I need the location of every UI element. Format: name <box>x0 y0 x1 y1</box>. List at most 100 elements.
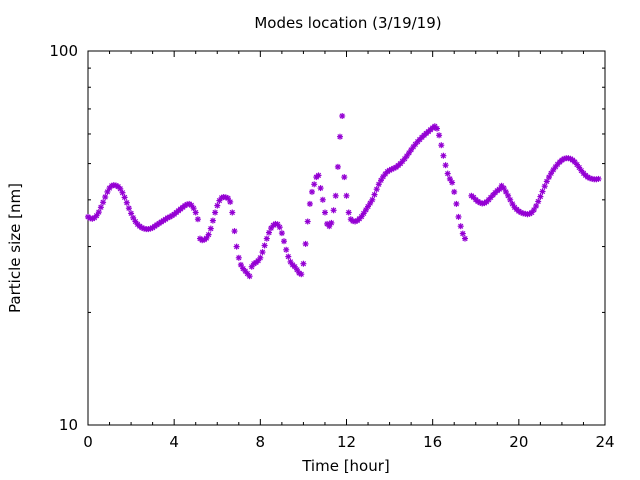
x-tick-label: 12 <box>337 433 356 451</box>
data-point <box>276 224 283 231</box>
data-point <box>332 192 339 199</box>
data-point <box>345 209 352 216</box>
data-point <box>309 188 315 195</box>
data-point <box>246 273 253 280</box>
x-tick-label: 0 <box>83 433 93 451</box>
data-point <box>259 249 266 256</box>
data-point <box>462 235 468 242</box>
data-point <box>95 209 102 216</box>
data-point <box>528 209 535 216</box>
data-point <box>233 243 240 250</box>
data-point <box>212 209 219 216</box>
data-point <box>235 254 242 261</box>
data-point <box>194 216 201 223</box>
data-point <box>539 188 546 195</box>
data-point <box>205 231 212 238</box>
data-point <box>304 218 311 225</box>
data-point <box>436 132 443 139</box>
tick-labels: 0 4 8 12 16 20 24 10 100 <box>49 42 614 451</box>
data-point <box>371 191 378 198</box>
data-point <box>231 228 238 235</box>
data-point <box>453 200 460 207</box>
x-tick-label: 4 <box>169 433 179 451</box>
data-point <box>257 254 264 261</box>
data-point <box>438 142 445 149</box>
y-axis-label: Particle size [nm] <box>6 183 24 313</box>
data-point <box>266 229 272 236</box>
data-point <box>119 189 126 196</box>
data-point <box>281 238 287 245</box>
data-point <box>285 253 292 260</box>
data-point <box>317 185 324 192</box>
plot-frame <box>87 50 606 426</box>
data-point <box>306 200 313 207</box>
data-point <box>502 188 509 195</box>
data-point <box>190 205 197 212</box>
data-point <box>543 178 550 185</box>
chart-title: Modes location (3/19/19) <box>254 14 441 32</box>
axes-frame <box>87 50 606 426</box>
data-point <box>330 207 337 214</box>
data-point <box>121 194 128 201</box>
data-point <box>322 209 328 216</box>
data-point <box>451 188 458 195</box>
data-point <box>102 194 109 200</box>
data-point <box>362 206 369 213</box>
data-point <box>298 271 305 278</box>
data-point <box>341 174 348 181</box>
data-point <box>261 242 268 249</box>
data-point <box>334 163 341 170</box>
data-point <box>546 174 552 181</box>
data-point <box>444 170 451 177</box>
data-point <box>207 225 214 232</box>
data-point <box>283 246 290 253</box>
data-point <box>378 177 384 184</box>
data-point <box>507 196 514 203</box>
data-point <box>440 152 447 159</box>
data-point <box>442 162 449 169</box>
data-point <box>300 260 307 267</box>
data-point <box>373 186 380 193</box>
data-point <box>229 209 236 216</box>
data-point <box>339 113 346 119</box>
data-point <box>328 219 335 226</box>
data-point <box>403 153 410 159</box>
x-tick-label: 24 <box>595 433 614 451</box>
data-point <box>128 210 135 217</box>
data-point <box>100 199 107 206</box>
data-point <box>358 213 365 220</box>
data-point <box>537 193 544 200</box>
data-point <box>449 179 456 186</box>
data-point <box>459 230 466 237</box>
data-point <box>369 196 376 203</box>
data-point <box>169 212 175 219</box>
ticks <box>87 50 606 426</box>
data-point <box>533 203 540 209</box>
data-point <box>125 205 132 212</box>
x-axis-label: Time [hour] <box>301 457 390 475</box>
x-tick-label: 8 <box>256 433 266 451</box>
data-point <box>337 133 343 140</box>
data-point <box>209 217 216 224</box>
data-point <box>302 240 309 247</box>
data-point <box>343 192 350 199</box>
data-point <box>294 266 300 273</box>
data-point <box>192 209 199 216</box>
y-tick-label: 10 <box>59 416 78 434</box>
data-point <box>278 230 285 237</box>
data-point <box>311 181 318 188</box>
data-point <box>509 200 516 207</box>
data-point <box>541 183 548 190</box>
data-point <box>380 173 387 180</box>
data-point <box>263 235 270 242</box>
data-point <box>214 202 221 209</box>
data-point <box>434 125 440 132</box>
data-point <box>595 175 602 182</box>
data-point <box>576 164 583 171</box>
x-tick-label: 16 <box>423 433 442 451</box>
y-tick-label: 100 <box>49 42 78 60</box>
data-point <box>326 223 333 230</box>
data-point <box>455 213 462 220</box>
data-point <box>315 172 322 179</box>
